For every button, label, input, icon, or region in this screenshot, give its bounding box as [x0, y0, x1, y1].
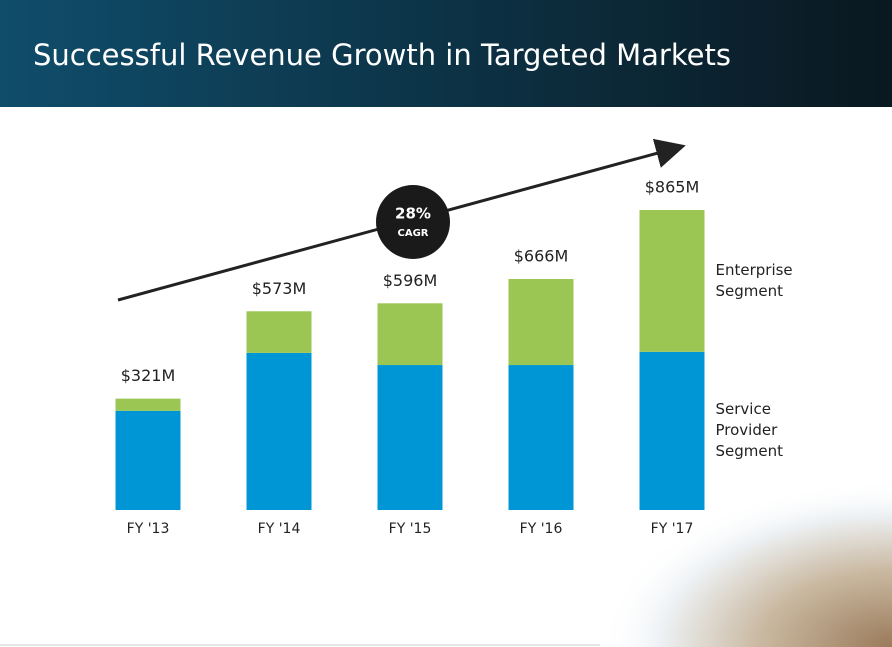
bar-segment [639, 351, 705, 510]
bar-segment [377, 365, 443, 510]
x-tick-label: FY '14 [258, 521, 301, 537]
bar-segment [377, 303, 443, 366]
bar-segment [115, 398, 181, 411]
x-tick-label: FY '17 [651, 521, 694, 537]
slide-title: Successful Revenue Growth in Targeted Ma… [33, 38, 731, 72]
cagr-badge [376, 185, 450, 259]
total-label: $596M [383, 271, 438, 290]
header-bar [0, 0, 892, 107]
total-label: $321M [121, 366, 176, 385]
bar-segment [508, 365, 574, 510]
bar-segment [115, 410, 181, 510]
bar-segment [508, 279, 574, 366]
total-label: $865M [645, 178, 700, 197]
legend-entry: Enterprise Segment [715, 260, 793, 300]
x-tick-label: FY '15 [389, 521, 432, 537]
bar-segment [639, 210, 705, 352]
x-tick-label: FY '16 [520, 521, 563, 537]
legend-entry: Service Provider Segment [715, 400, 784, 461]
total-label: $666M [514, 247, 569, 266]
bar-segment [246, 352, 312, 510]
x-tick-label: FY '13 [127, 521, 170, 537]
bar-segment [246, 311, 312, 353]
cagr-label: CAGR [398, 228, 429, 239]
total-label: $573M [252, 279, 307, 298]
cagr-value: 28% [395, 205, 431, 223]
